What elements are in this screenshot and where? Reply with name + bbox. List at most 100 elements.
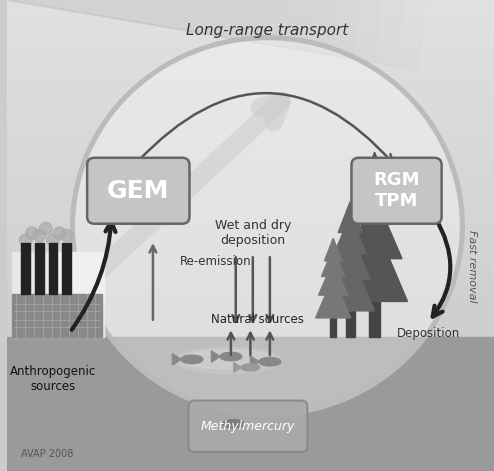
Bar [7, 439, 494, 455]
Text: Natural sources: Natural sources [211, 313, 304, 326]
Circle shape [33, 229, 46, 242]
Polygon shape [322, 248, 345, 276]
Circle shape [47, 234, 59, 246]
Ellipse shape [259, 357, 281, 366]
Wedge shape [7, 0, 248, 41]
Bar [7, 173, 494, 188]
Bar [7, 267, 494, 283]
Polygon shape [234, 363, 241, 372]
Wedge shape [7, 0, 292, 48]
Bar [369, 301, 380, 337]
Bar [58, 252, 104, 301]
Polygon shape [338, 202, 362, 233]
Polygon shape [211, 351, 220, 362]
Wedge shape [7, 0, 138, 22]
Wedge shape [7, 0, 182, 30]
Bar [7, 220, 494, 236]
Bar [7, 283, 494, 298]
Wedge shape [7, 0, 335, 55]
Bar [7, 408, 494, 424]
Wedge shape [7, 0, 94, 15]
Text: AVAP 2008: AVAP 2008 [21, 449, 74, 459]
Bar [7, 361, 494, 377]
Circle shape [73, 38, 462, 414]
Bar [7, 392, 494, 408]
FancyBboxPatch shape [189, 400, 307, 452]
Polygon shape [172, 354, 181, 365]
Wedge shape [7, 0, 314, 51]
Bar [7, 330, 494, 345]
Bar [12, 252, 104, 337]
Bar [346, 311, 355, 337]
Wedge shape [7, 0, 50, 8]
Bar [7, 377, 494, 392]
Bar [7, 345, 494, 361]
Wedge shape [7, 0, 160, 26]
Wedge shape [7, 0, 226, 37]
Polygon shape [358, 152, 391, 195]
Circle shape [60, 229, 73, 242]
Bar [330, 318, 336, 337]
Circle shape [19, 234, 32, 246]
Wedge shape [7, 0, 270, 44]
Circle shape [26, 227, 39, 239]
Bar [12, 294, 102, 337]
Bar [7, 141, 494, 157]
Bar [7, 455, 494, 471]
Bar [7, 16, 494, 32]
Wedge shape [7, 0, 29, 4]
Bar [7, 63, 494, 79]
Text: Methylmercury: Methylmercury [201, 420, 295, 433]
Bar [35, 243, 44, 294]
Wedge shape [7, 0, 73, 11]
Bar [7, 32, 494, 47]
FancyBboxPatch shape [351, 158, 442, 224]
Text: GEM: GEM [107, 179, 169, 203]
Bar [7, 110, 494, 126]
Text: Fast removal: Fast removal [467, 230, 477, 302]
Wedge shape [7, 0, 379, 63]
Polygon shape [330, 233, 370, 279]
Ellipse shape [220, 352, 242, 361]
Ellipse shape [175, 348, 282, 373]
Wedge shape [7, 0, 117, 18]
Bar [7, 188, 494, 204]
Bar [7, 424, 494, 439]
Polygon shape [353, 171, 397, 224]
Polygon shape [319, 261, 348, 295]
Wedge shape [7, 0, 402, 66]
Circle shape [53, 227, 66, 239]
Bar [7, 236, 494, 251]
Text: Deposition: Deposition [397, 327, 460, 341]
Polygon shape [325, 238, 342, 261]
Text: RGM
TPM: RGM TPM [373, 171, 420, 210]
Ellipse shape [241, 364, 260, 371]
Wedge shape [7, 0, 358, 59]
Bar [7, 157, 494, 173]
Bar [7, 47, 494, 63]
Bar [7, 337, 494, 471]
Bar [7, 204, 494, 220]
Polygon shape [250, 356, 259, 367]
Bar [7, 94, 494, 110]
Text: Anthropogenic
sources: Anthropogenic sources [10, 365, 96, 393]
FancyBboxPatch shape [87, 158, 190, 224]
Ellipse shape [181, 355, 203, 364]
Circle shape [40, 222, 52, 235]
Text: Re-emission: Re-emission [180, 255, 251, 268]
Wedge shape [7, 0, 204, 33]
Text: Long-range transport: Long-range transport [186, 23, 349, 38]
Bar [7, 79, 494, 94]
Bar [48, 243, 57, 294]
Bar [7, 0, 494, 16]
Ellipse shape [180, 350, 277, 369]
Polygon shape [342, 224, 408, 301]
Bar [7, 251, 494, 267]
Text: Wet and dry
deposition: Wet and dry deposition [214, 219, 291, 247]
Polygon shape [326, 254, 374, 311]
Polygon shape [334, 215, 367, 254]
Ellipse shape [222, 420, 245, 428]
Wedge shape [7, 0, 423, 70]
Polygon shape [347, 195, 402, 259]
Bar [7, 298, 494, 314]
